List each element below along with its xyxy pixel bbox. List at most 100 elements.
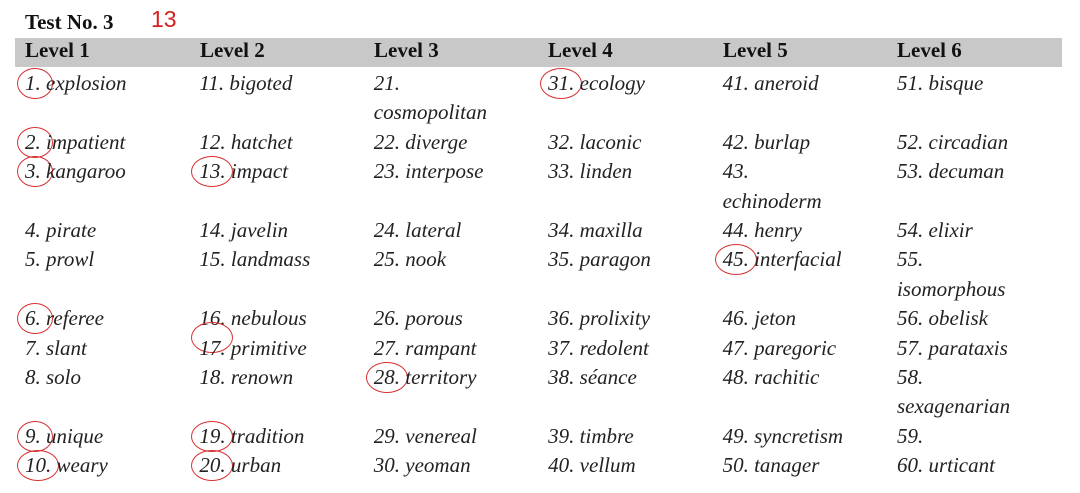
- table-cell: 8. solo: [25, 363, 199, 392]
- table-cell: 6. referee: [17, 303, 199, 335]
- word-item: 8. solo: [25, 365, 82, 390]
- table-cell: 3. kangaroo: [17, 156, 199, 188]
- table-cell: 33. linden: [548, 157, 722, 186]
- word-item: 15. landmass: [199, 247, 311, 272]
- table-cell: 4. pirate: [25, 216, 199, 245]
- word-item: 45. interfacial: [722, 247, 842, 272]
- column-header: Level 2: [200, 38, 265, 62]
- word-item: 25. nook: [373, 247, 447, 272]
- word-item: 27. rampant: [373, 335, 477, 360]
- word-item: 56. obelisk: [896, 306, 988, 331]
- red-circle: [365, 362, 408, 394]
- word-item: 39. timbre: [548, 423, 634, 448]
- word-item: 30. yeoman: [373, 453, 471, 478]
- red-circle: [191, 450, 234, 482]
- table-cell: 22. diverge: [374, 128, 548, 157]
- table-cell: 54. elixir: [897, 216, 1071, 245]
- word-item: 23. interpose: [373, 159, 484, 184]
- table-cell: 21. cosmopolitan: [374, 69, 548, 128]
- word-item: 41. aneroid: [722, 71, 819, 95]
- word-item: 42. burlap: [722, 129, 811, 154]
- word-item: 40. vellum: [548, 453, 636, 478]
- table-cell: 12. hatchet: [199, 128, 373, 157]
- table-cell: 57. parataxis: [897, 334, 1071, 363]
- table-cell: 23. interpose: [374, 157, 548, 186]
- word-item: 58. sexagenarian: [896, 365, 1011, 419]
- table-cell: 34. maxilla: [548, 216, 722, 245]
- table-cell: 19. tradition: [191, 420, 373, 452]
- table-cell: 38. séance: [548, 363, 722, 392]
- table-cell: 45. interfacial: [714, 244, 897, 276]
- word-item: 31. ecology: [548, 71, 645, 95]
- score-annotation: 13: [151, 6, 177, 32]
- word-table: 1. explosion 11. bigoted 21. cosmopolitan 3…: [17, 68, 1071, 482]
- table-cell: 10. weary: [17, 450, 199, 482]
- table-cell: 37. redolent: [548, 334, 722, 363]
- red-circle: [17, 68, 53, 99]
- word-item: 3. kangaroo: [25, 159, 126, 184]
- table-cell: 40. vellum: [548, 451, 722, 480]
- word-item: 48. rachitic: [722, 365, 820, 390]
- table-cell: 25. nook: [374, 245, 548, 274]
- table-cell: 30. yeoman: [374, 451, 548, 480]
- word-item: 44. henry: [722, 218, 802, 243]
- word-item: 35. paragon: [548, 247, 651, 272]
- red-circle: [540, 68, 583, 99]
- column-header: Level 6: [897, 38, 962, 62]
- word-item: 57. parataxis: [896, 335, 1008, 360]
- table-cell: 58. sexagenarian: [897, 363, 1071, 422]
- red-circle: [17, 450, 59, 482]
- table-cell: 59.: [897, 422, 1071, 451]
- table-cell: 9. unique: [17, 420, 199, 452]
- word-item: 22. diverge: [373, 129, 468, 154]
- word-item: 6. referee: [25, 306, 104, 331]
- column-header: Level 5: [723, 38, 788, 62]
- word-item: 50. tanager: [722, 453, 820, 478]
- word-item: 14. javelin: [199, 218, 289, 243]
- word-item: 11. bigoted: [199, 71, 293, 95]
- table-cell: 32. laconic: [548, 128, 722, 157]
- word-item: 36. prolixity: [548, 306, 651, 331]
- table-cell: 47. paregoric: [723, 334, 897, 363]
- word-item: 60. urticant: [896, 453, 995, 478]
- table-cell: 56. obelisk: [897, 304, 1071, 333]
- column-header: Level 4: [548, 38, 613, 62]
- word-item: 47. paregoric: [722, 335, 837, 360]
- word-item: 2. impatient: [25, 129, 126, 154]
- word-item: 5. prowl: [25, 247, 95, 272]
- word-item: 21. cosmopolitan: [373, 71, 487, 125]
- table-cell: 60. urticant: [897, 451, 1071, 480]
- table-cell: 44. henry: [723, 216, 897, 245]
- word-item: 24. lateral: [373, 218, 462, 243]
- table-cell: 36. prolixity: [548, 304, 722, 333]
- table-cell: 43. echinoderm: [723, 157, 897, 216]
- table-cell: 48. rachitic: [723, 363, 897, 392]
- word-item: 49. syncretism: [722, 423, 844, 448]
- word-item: 1. explosion: [25, 71, 127, 95]
- word-item: 7. slant: [25, 335, 87, 360]
- header-bar: [15, 38, 1062, 67]
- table-cell: 14. javelin: [199, 216, 373, 245]
- table-cell: 17. primitive: [191, 321, 373, 363]
- table-cell: 31. ecology: [540, 68, 722, 99]
- red-circle: [191, 321, 234, 353]
- table-cell: 15. landmass: [199, 245, 373, 274]
- table-cell: 42. burlap: [723, 128, 897, 157]
- word-item: 12. hatchet: [199, 129, 293, 154]
- word-item: 54. elixir: [896, 218, 973, 243]
- word-item: 28. territory: [373, 365, 477, 390]
- table-cell: 28. territory: [365, 362, 548, 394]
- word-item: 17. primitive: [199, 335, 307, 360]
- table-cell: 1. explosion: [17, 68, 199, 99]
- column-header: Level 1: [25, 38, 90, 62]
- word-item: 29. venereal: [373, 423, 477, 448]
- word-item: 53. decuman: [896, 159, 1005, 184]
- word-item: 9. unique: [25, 423, 104, 448]
- table-cell: 18. renown: [199, 363, 373, 392]
- test-title: Test No. 3: [25, 10, 114, 34]
- table-cell: 35. paragon: [548, 245, 722, 274]
- column-header: Level 3: [374, 38, 439, 62]
- table-cell: 50. tanager: [723, 451, 897, 480]
- word-item: 19. tradition: [199, 423, 305, 448]
